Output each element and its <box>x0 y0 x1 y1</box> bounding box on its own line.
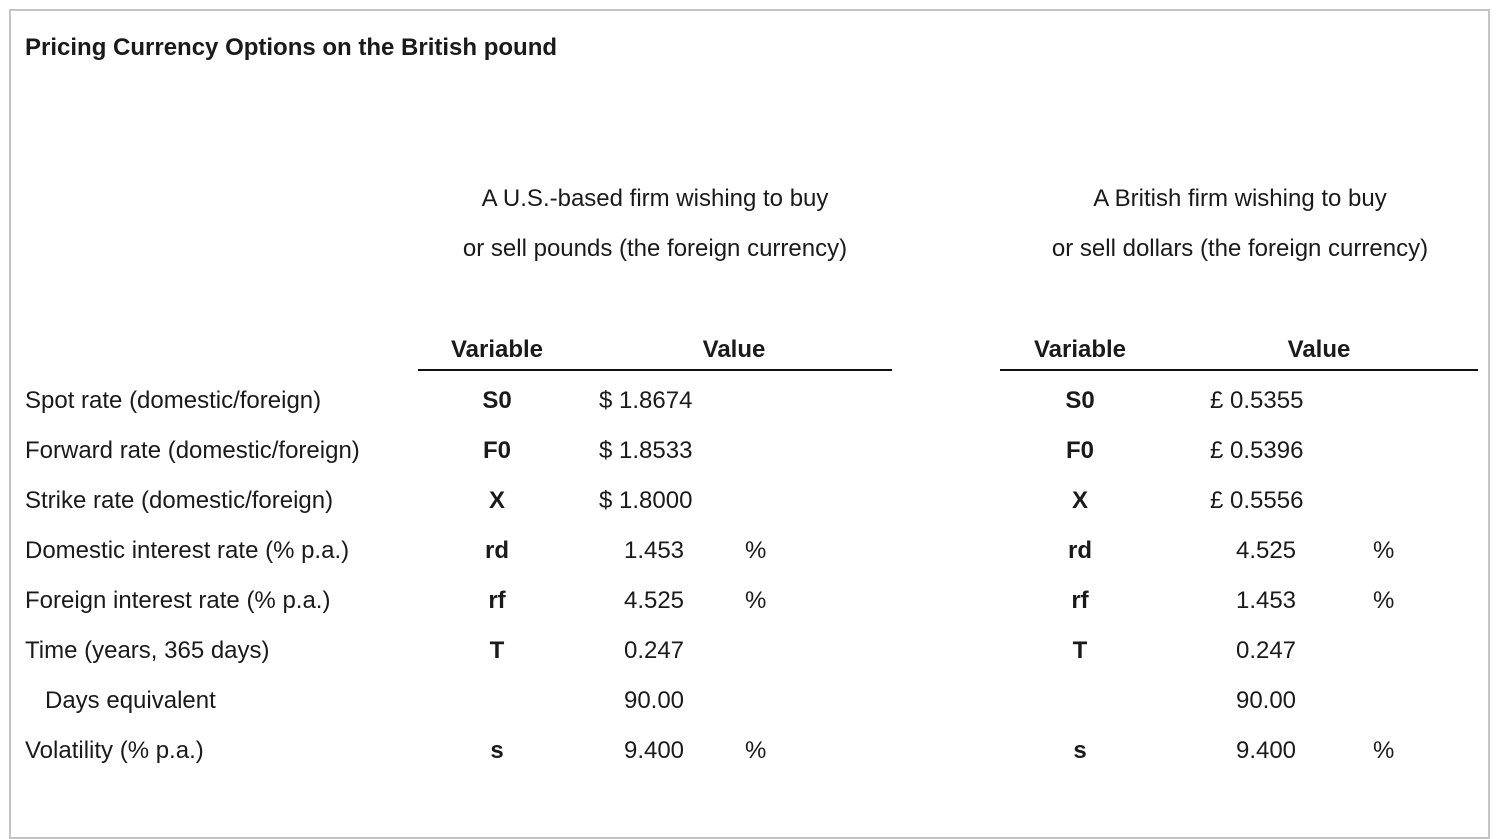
us-variable-symbol: rd <box>485 537 509 564</box>
uk-header-rule <box>1000 369 1478 371</box>
row-label: Days equivalent <box>45 687 216 714</box>
us-value: 4.525 <box>623 587 685 614</box>
us-value: $ 1.8533 <box>599 437 693 464</box>
uk-variable-symbol: S0 <box>1065 387 1095 414</box>
uk-value: 9.400 <box>1235 737 1297 764</box>
us-firm-header-line1: A U.S.-based firm wishing to buy <box>481 185 829 212</box>
uk-col-variable-heading: Variable <box>1033 336 1127 363</box>
row-label: Volatility (% p.a.) <box>25 737 204 764</box>
row-label: Spot rate (domestic/foreign) <box>25 387 322 414</box>
uk-variable-symbol: T <box>1072 637 1088 664</box>
us-value: $ 1.8674 <box>599 387 693 414</box>
uk-unit: % <box>1373 537 1395 564</box>
us-value: 9.400 <box>623 737 685 764</box>
us-variable-symbol: F0 <box>482 437 511 464</box>
row-label: Strike rate (domestic/foreign) <box>25 487 334 514</box>
us-unit: % <box>745 537 767 564</box>
uk-value: £ 0.5396 <box>1210 437 1304 464</box>
uk-variable-symbol: X <box>1071 487 1088 514</box>
row-label: Time (years, 365 days) <box>25 637 270 664</box>
row-label: Foreign interest rate (% p.a.) <box>25 587 331 614</box>
uk-variable-symbol: rf <box>1071 587 1089 614</box>
uk-variable-symbol: F0 <box>1065 437 1094 464</box>
us-col-variable-heading: Variable <box>450 336 544 363</box>
us-value: $ 1.8000 <box>599 487 693 514</box>
us-header-rule <box>418 369 892 371</box>
row-label: Forward rate (domestic/foreign) <box>25 437 360 464</box>
uk-value: 1.453 <box>1235 587 1297 614</box>
uk-firm-header-line2: or sell dollars (the foreign currency) <box>1051 235 1429 262</box>
uk-unit: % <box>1373 587 1395 614</box>
us-value: 90.00 <box>623 687 685 714</box>
us-variable-symbol: X <box>488 487 505 514</box>
uk-value: 0.247 <box>1235 637 1297 664</box>
us-variable-symbol: T <box>489 637 505 664</box>
us-value: 0.247 <box>623 637 685 664</box>
uk-col-value-heading: Value <box>1287 336 1351 363</box>
us-value: 1.453 <box>623 537 685 564</box>
uk-value: £ 0.5556 <box>1210 487 1304 514</box>
page-title: Pricing Currency Options on the British … <box>25 34 558 61</box>
us-variable-symbol: rf <box>488 587 506 614</box>
us-unit: % <box>745 737 767 764</box>
uk-variable-symbol: s <box>1073 737 1087 764</box>
uk-value: 90.00 <box>1235 687 1297 714</box>
us-firm-header-line2: or sell pounds (the foreign currency) <box>462 235 848 262</box>
us-col-value-heading: Value <box>702 336 766 363</box>
row-label: Domestic interest rate (% p.a.) <box>25 537 350 564</box>
uk-variable-symbol: rd <box>1068 537 1092 564</box>
us-variable-symbol: S0 <box>482 387 512 414</box>
uk-value: 4.525 <box>1235 537 1297 564</box>
uk-firm-header-line1: A British firm wishing to buy <box>1093 185 1387 212</box>
uk-value: £ 0.5355 <box>1210 387 1304 414</box>
us-unit: % <box>745 587 767 614</box>
uk-unit: % <box>1373 737 1395 764</box>
us-variable-symbol: s <box>490 737 504 764</box>
